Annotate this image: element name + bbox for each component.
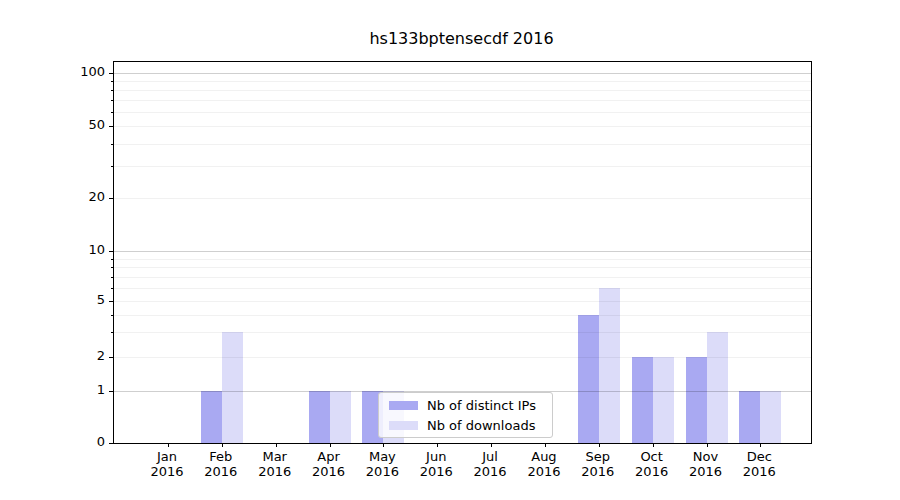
y-tick-label: 50 [55, 117, 105, 133]
y-tick-mark-minor [111, 100, 113, 101]
gridline-minor [114, 90, 811, 91]
legend-swatch-distinct-ips [389, 401, 418, 410]
gridline-minor [114, 112, 811, 113]
x-tick-label-dec: Dec2016 [727, 449, 791, 479]
gridline-major [114, 73, 811, 74]
gridline-minor [114, 259, 811, 260]
bar-distinct-ips-oct [632, 357, 653, 443]
y-tick-mark-minor [111, 277, 113, 278]
gridline-minor [114, 198, 811, 199]
gridline-minor [114, 288, 811, 289]
legend-label-downloads: Nb of downloads [427, 418, 535, 433]
gridline-minor [114, 126, 811, 127]
bar-downloads-sep [599, 288, 620, 443]
legend-item-distinct-ips: Nb of distinct IPs [389, 398, 542, 413]
y-tick-label: 1 [55, 382, 105, 398]
x-tick-mark [545, 443, 546, 447]
gridline-minor [114, 100, 811, 101]
bar-distinct-ips-sep [578, 315, 599, 443]
plot-area [113, 61, 812, 444]
y-tick-mark-minor [111, 332, 113, 333]
y-tick-mark-minor [111, 166, 113, 167]
gridline-minor [114, 144, 811, 145]
x-tick-month: Dec [727, 449, 791, 464]
y-tick-label: 20 [55, 189, 105, 205]
legend-label-distinct-ips: Nb of distinct IPs [427, 398, 536, 413]
y-tick-mark-minor [111, 198, 113, 199]
x-tick-mark [276, 443, 277, 447]
bar-distinct-ips-feb [201, 391, 222, 443]
x-tick-mark [383, 443, 384, 447]
legend-swatch-downloads [389, 421, 418, 430]
bar-distinct-ips-nov [686, 357, 707, 443]
legend: Nb of distinct IPs Nb of downloads [378, 392, 553, 438]
y-tick-mark-minor [111, 112, 113, 113]
y-tick-mark [109, 73, 113, 74]
y-tick-mark-minor [111, 288, 113, 289]
y-tick-mark-minor [111, 301, 113, 302]
y-tick-mark [109, 391, 113, 392]
y-tick-mark-minor [111, 144, 113, 145]
y-tick-label: 100 [55, 64, 105, 80]
bar-downloads-oct [653, 357, 674, 443]
x-tick-mark [707, 443, 708, 447]
y-tick-label: 2 [55, 348, 105, 364]
gridline-minor [114, 357, 811, 358]
bar-downloads-apr [330, 391, 351, 443]
x-tick-mark [491, 443, 492, 447]
bar-distinct-ips-dec [739, 391, 760, 443]
y-tick-mark [109, 251, 113, 252]
y-tick-mark-minor [111, 126, 113, 127]
gridline-minor [114, 166, 811, 167]
y-tick-mark-minor [111, 81, 113, 82]
gridline-major [114, 251, 811, 252]
y-tick-label: 10 [55, 242, 105, 258]
x-tick-year: 2016 [727, 464, 791, 479]
y-tick-label: 5 [55, 292, 105, 308]
x-tick-mark [653, 443, 654, 447]
legend-item-downloads: Nb of downloads [389, 418, 542, 433]
x-tick-mark [760, 443, 761, 447]
x-tick-mark [222, 443, 223, 447]
y-tick-mark-minor [111, 315, 113, 316]
bar-downloads-feb [222, 332, 243, 443]
y-tick-mark-minor [111, 90, 113, 91]
x-tick-mark [599, 443, 600, 447]
gridline-minor [114, 277, 811, 278]
gridline-minor [114, 315, 811, 316]
gridline-minor [114, 267, 811, 268]
gridline-minor [114, 301, 811, 302]
bar-downloads-dec [760, 391, 781, 443]
x-tick-mark [437, 443, 438, 447]
y-tick-mark-minor [111, 259, 113, 260]
bar-distinct-ips-apr [309, 391, 330, 443]
y-tick-mark-minor [111, 267, 113, 268]
y-tick-mark-minor [111, 357, 113, 358]
bar-downloads-nov [707, 332, 728, 443]
y-tick-mark [109, 443, 113, 444]
x-tick-mark [168, 443, 169, 447]
gridline-minor [114, 332, 811, 333]
y-tick-label: 0 [55, 434, 105, 450]
x-tick-mark [330, 443, 331, 447]
gridline-minor [114, 81, 811, 82]
chart-title: hs133bptensecdf 2016 [113, 29, 810, 48]
chart-figure: hs133bptensecdf 2016 Nb of distinct IPs … [0, 0, 900, 500]
